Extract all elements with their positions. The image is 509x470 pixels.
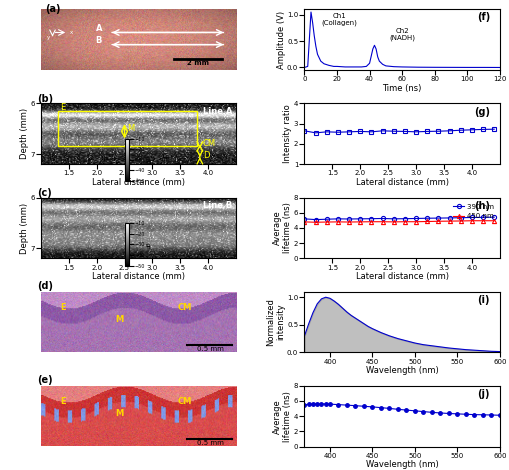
Text: Ch2
(NADH): Ch2 (NADH) bbox=[388, 28, 414, 41]
390 nm bbox=[401, 216, 407, 221]
X-axis label: Lateral distance (mm): Lateral distance (mm) bbox=[92, 178, 185, 187]
Text: E: E bbox=[60, 303, 66, 312]
X-axis label: Lateral distance (mm): Lateral distance (mm) bbox=[355, 272, 448, 281]
450 nm bbox=[356, 219, 362, 225]
Text: Ch1
(Collagen): Ch1 (Collagen) bbox=[321, 13, 357, 26]
Text: 0.5 mm: 0.5 mm bbox=[196, 345, 223, 352]
390 nm bbox=[479, 214, 485, 220]
Text: CM: CM bbox=[177, 303, 191, 312]
Y-axis label: dB: dB bbox=[146, 157, 151, 163]
390 nm bbox=[367, 216, 374, 221]
Legend: 390 nm, 450 nm: 390 nm, 450 nm bbox=[449, 201, 495, 222]
450 nm bbox=[468, 218, 474, 224]
Y-axis label: Intensity ratio: Intensity ratio bbox=[283, 104, 292, 163]
Text: (e): (e) bbox=[37, 375, 52, 385]
450 nm bbox=[490, 218, 496, 224]
450 nm bbox=[446, 218, 452, 224]
Text: (h): (h) bbox=[473, 201, 489, 211]
Text: A: A bbox=[95, 24, 102, 33]
Text: CM: CM bbox=[177, 397, 191, 406]
Text: CM: CM bbox=[202, 140, 215, 149]
Text: B: B bbox=[95, 36, 102, 46]
Y-axis label: Depth (mm): Depth (mm) bbox=[20, 203, 29, 253]
450 nm bbox=[367, 219, 374, 225]
390 nm bbox=[390, 216, 396, 222]
450 nm bbox=[390, 219, 396, 225]
Line: 390 nm: 390 nm bbox=[302, 215, 495, 222]
Y-axis label: Average
lifetime (ns): Average lifetime (ns) bbox=[272, 203, 292, 253]
390 nm bbox=[468, 215, 474, 220]
Text: E: E bbox=[60, 102, 66, 111]
Text: M: M bbox=[115, 315, 123, 324]
450 nm bbox=[401, 219, 407, 225]
390 nm bbox=[457, 215, 463, 220]
Text: y: y bbox=[46, 34, 50, 39]
390 nm bbox=[435, 215, 441, 221]
390 nm bbox=[346, 216, 352, 222]
Y-axis label: Average
lifetime (ns): Average lifetime (ns) bbox=[272, 391, 292, 442]
Text: 0.5 mm: 0.5 mm bbox=[196, 439, 223, 446]
Text: (i): (i) bbox=[476, 295, 489, 305]
Text: M: M bbox=[127, 125, 134, 133]
390 nm bbox=[379, 216, 385, 221]
390 nm bbox=[423, 215, 430, 221]
450 nm bbox=[479, 218, 485, 224]
450 nm bbox=[457, 218, 463, 224]
Text: D: D bbox=[202, 150, 209, 160]
X-axis label: Lateral distance (mm): Lateral distance (mm) bbox=[355, 178, 448, 187]
390 nm bbox=[446, 215, 452, 221]
Text: Line B: Line B bbox=[203, 201, 232, 210]
Text: (f): (f) bbox=[476, 12, 489, 23]
Bar bbox=[58, 111, 196, 147]
Text: (a): (a) bbox=[45, 4, 60, 15]
X-axis label: Wavelength (nm): Wavelength (nm) bbox=[365, 366, 438, 375]
450 nm bbox=[423, 219, 430, 224]
Text: (g): (g) bbox=[473, 107, 489, 117]
390 nm bbox=[312, 217, 318, 222]
Text: (j): (j) bbox=[476, 389, 489, 399]
390 nm bbox=[301, 216, 307, 222]
390 nm bbox=[356, 216, 362, 222]
390 nm bbox=[490, 214, 496, 220]
450 nm bbox=[346, 219, 352, 225]
X-axis label: Lateral distance (mm): Lateral distance (mm) bbox=[92, 272, 185, 281]
Text: (c): (c) bbox=[37, 188, 51, 198]
390 nm bbox=[323, 216, 329, 222]
Line: 450 nm: 450 nm bbox=[302, 219, 495, 224]
Y-axis label: dB: dB bbox=[146, 241, 151, 248]
450 nm bbox=[412, 219, 418, 225]
X-axis label: Time (ns): Time (ns) bbox=[382, 84, 421, 93]
Text: Line A: Line A bbox=[203, 107, 232, 116]
450 nm bbox=[301, 219, 307, 225]
Text: x: x bbox=[70, 30, 73, 35]
450 nm bbox=[323, 219, 329, 225]
Text: 2 mm: 2 mm bbox=[187, 60, 209, 66]
Y-axis label: Normalized
intensity: Normalized intensity bbox=[266, 298, 285, 346]
Y-axis label: Depth (mm): Depth (mm) bbox=[20, 108, 29, 159]
Text: M: M bbox=[115, 409, 123, 418]
Text: (d): (d) bbox=[37, 281, 53, 290]
450 nm bbox=[379, 219, 385, 225]
Y-axis label: Amplitude (V): Amplitude (V) bbox=[276, 11, 285, 69]
390 nm bbox=[334, 216, 341, 222]
450 nm bbox=[435, 219, 441, 224]
450 nm bbox=[334, 219, 341, 225]
X-axis label: Wavelength (nm): Wavelength (nm) bbox=[365, 460, 438, 469]
Text: (b): (b) bbox=[37, 94, 53, 104]
390 nm bbox=[412, 216, 418, 221]
450 nm bbox=[312, 219, 318, 225]
Text: E: E bbox=[60, 397, 66, 406]
